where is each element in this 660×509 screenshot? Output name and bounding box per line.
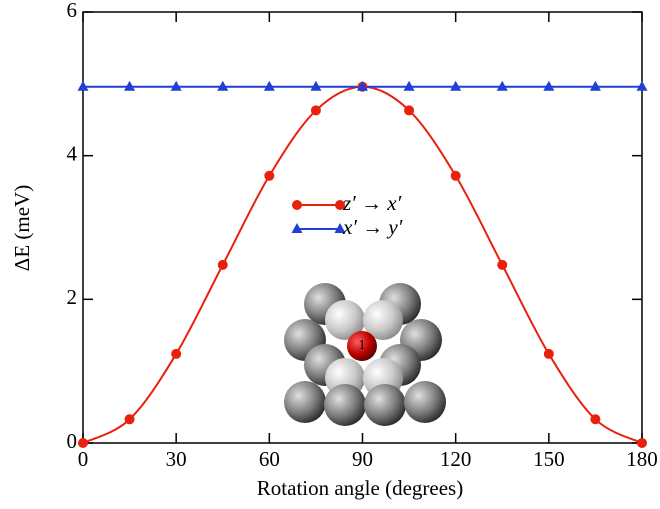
inset-label: 1 (359, 338, 366, 353)
legend-label: x′ → y′ (342, 215, 403, 239)
marker (496, 80, 508, 91)
legend-label: z′ → x′ (342, 191, 402, 215)
marker (217, 80, 229, 91)
marker (543, 80, 555, 91)
marker (310, 105, 321, 116)
inset-structure: 1 (284, 283, 446, 426)
marker (78, 438, 88, 448)
x-tick-label: 180 (626, 447, 658, 471)
y-tick-label: 2 (67, 285, 78, 309)
marker (450, 170, 461, 181)
marker (589, 80, 601, 91)
marker (264, 170, 275, 181)
marker (590, 414, 601, 425)
marker (77, 80, 89, 91)
series-line (82, 85, 643, 444)
x-tick-label: 90 (352, 447, 373, 471)
marker (263, 80, 275, 91)
marker (543, 348, 554, 359)
marker (217, 259, 228, 270)
marker (310, 80, 322, 91)
y-tick-label: 0 (67, 429, 78, 453)
y-tick-label: 4 (67, 141, 78, 165)
x-tick-label: 60 (259, 447, 280, 471)
x-tick-label: 120 (440, 447, 472, 471)
marker (291, 223, 303, 233)
marker (170, 80, 182, 91)
marker (124, 414, 135, 425)
marker (124, 80, 136, 91)
marker (637, 438, 647, 448)
marker (171, 348, 182, 359)
marker (636, 80, 648, 91)
x-axis-label: Rotation angle (degrees) (257, 476, 463, 500)
y-axis-label: ΔE (meV) (10, 185, 34, 271)
marker (292, 200, 302, 210)
legend-marker (334, 223, 346, 233)
marker (404, 105, 415, 116)
marker (403, 80, 415, 91)
y-tick-label: 6 (67, 0, 78, 22)
x-tick-label: 0 (78, 447, 89, 471)
x-tick-label: 30 (166, 447, 187, 471)
legend-marker (335, 200, 345, 210)
marker (497, 259, 508, 270)
marker (450, 80, 462, 91)
x-tick-label: 150 (533, 447, 565, 471)
marker (357, 80, 368, 91)
